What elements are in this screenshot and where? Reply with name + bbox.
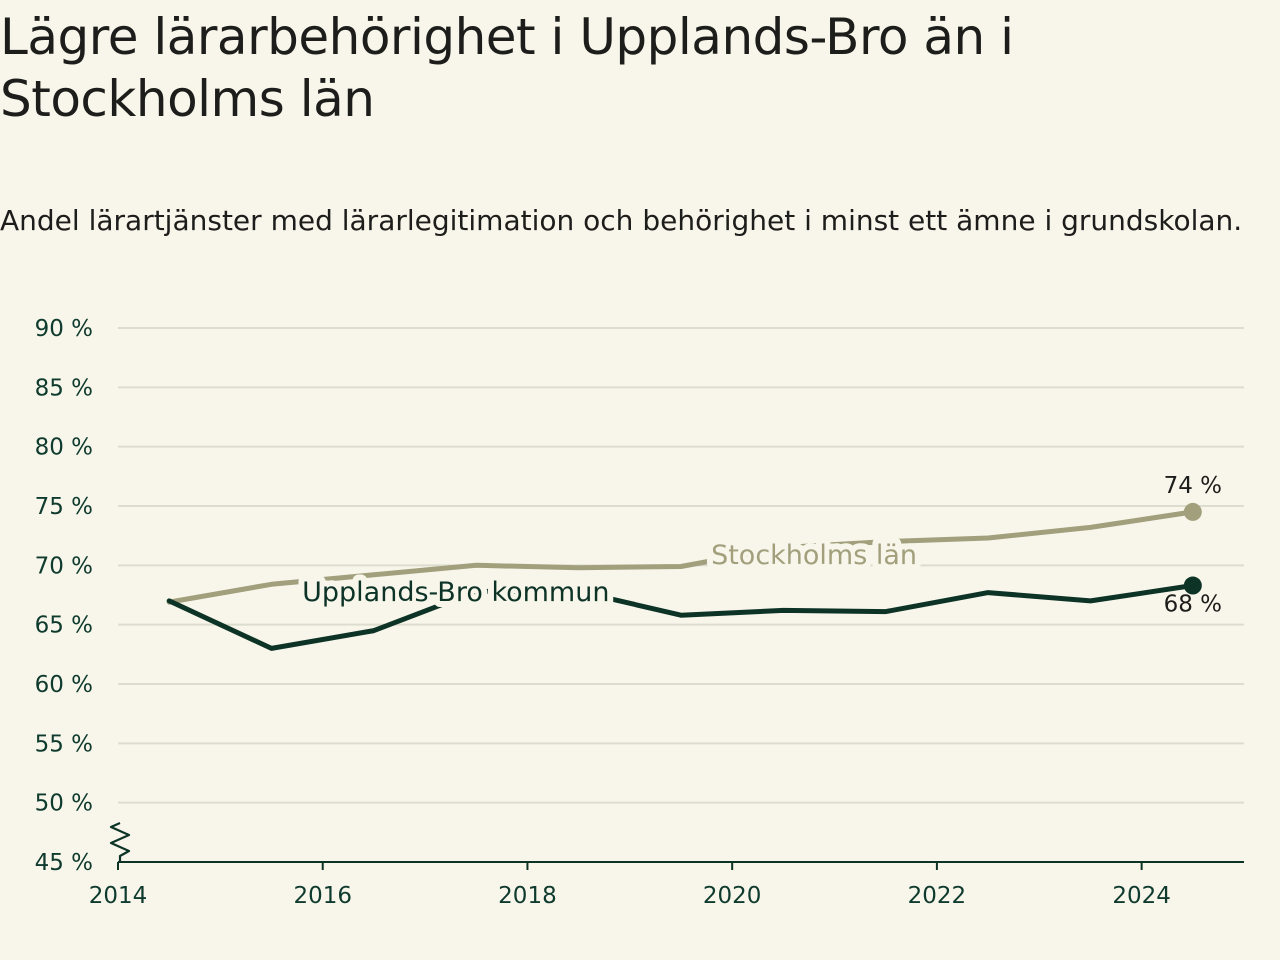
series-lines xyxy=(166,502,1202,651)
y-tick-label-85: 85 % xyxy=(35,375,93,401)
y-tick-label-60: 60 % xyxy=(35,672,93,698)
series-label-1: Upplands-Bro kommun xyxy=(302,577,609,608)
x-tick-label-2024: 2024 xyxy=(1112,883,1171,909)
series-line-1 xyxy=(166,583,1196,651)
y-tick-label-45: 45 % xyxy=(35,850,93,876)
y-tick-label-65: 65 % xyxy=(35,613,93,639)
y-tick-label-90: 90 % xyxy=(35,316,93,342)
x-tick-label-2018: 2018 xyxy=(498,883,557,909)
x-tick-label-2020: 2020 xyxy=(703,883,762,909)
x-axis: 2014 2016 2018 2020 2022 2024 xyxy=(89,821,1244,909)
y-tick-label-55: 55 % xyxy=(35,731,93,757)
series-line-0 xyxy=(166,509,1196,605)
y-tick-label-75: 75 % xyxy=(35,494,93,520)
end-value-label-0: 74 % xyxy=(1164,473,1222,499)
series-label-halo-0: Stockholms län xyxy=(711,540,917,571)
series-label-halo-1: Upplands-Bro kommun xyxy=(302,577,609,608)
y-axis-ticks: 45 % 50 % 55 % 60 % 65 % 70 % 75 % 80 % 85 % 90 % xyxy=(35,316,93,876)
end-value-label-1: 68 % xyxy=(1164,592,1222,618)
axis-break-icon xyxy=(109,821,131,862)
chart-title: Lägre lärarbehörighet i Upplands-Bro än … xyxy=(0,8,1014,128)
x-tick-label-2022: 2022 xyxy=(908,883,967,909)
x-tick-label-2016: 2016 xyxy=(293,883,352,909)
series-label-0: Stockholms län xyxy=(711,540,917,571)
series-end-point-1 xyxy=(1183,576,1202,595)
y-tick-label-70: 70 % xyxy=(35,553,93,579)
series-end-point-0 xyxy=(1183,502,1202,521)
chart-subtitle: Andel lärartjänster med lärarlegitimatio… xyxy=(0,204,1243,237)
y-tick-label-50: 50 % xyxy=(35,791,93,817)
x-tick-label-2014: 2014 xyxy=(89,883,148,909)
y-tick-label-80: 80 % xyxy=(35,435,93,461)
